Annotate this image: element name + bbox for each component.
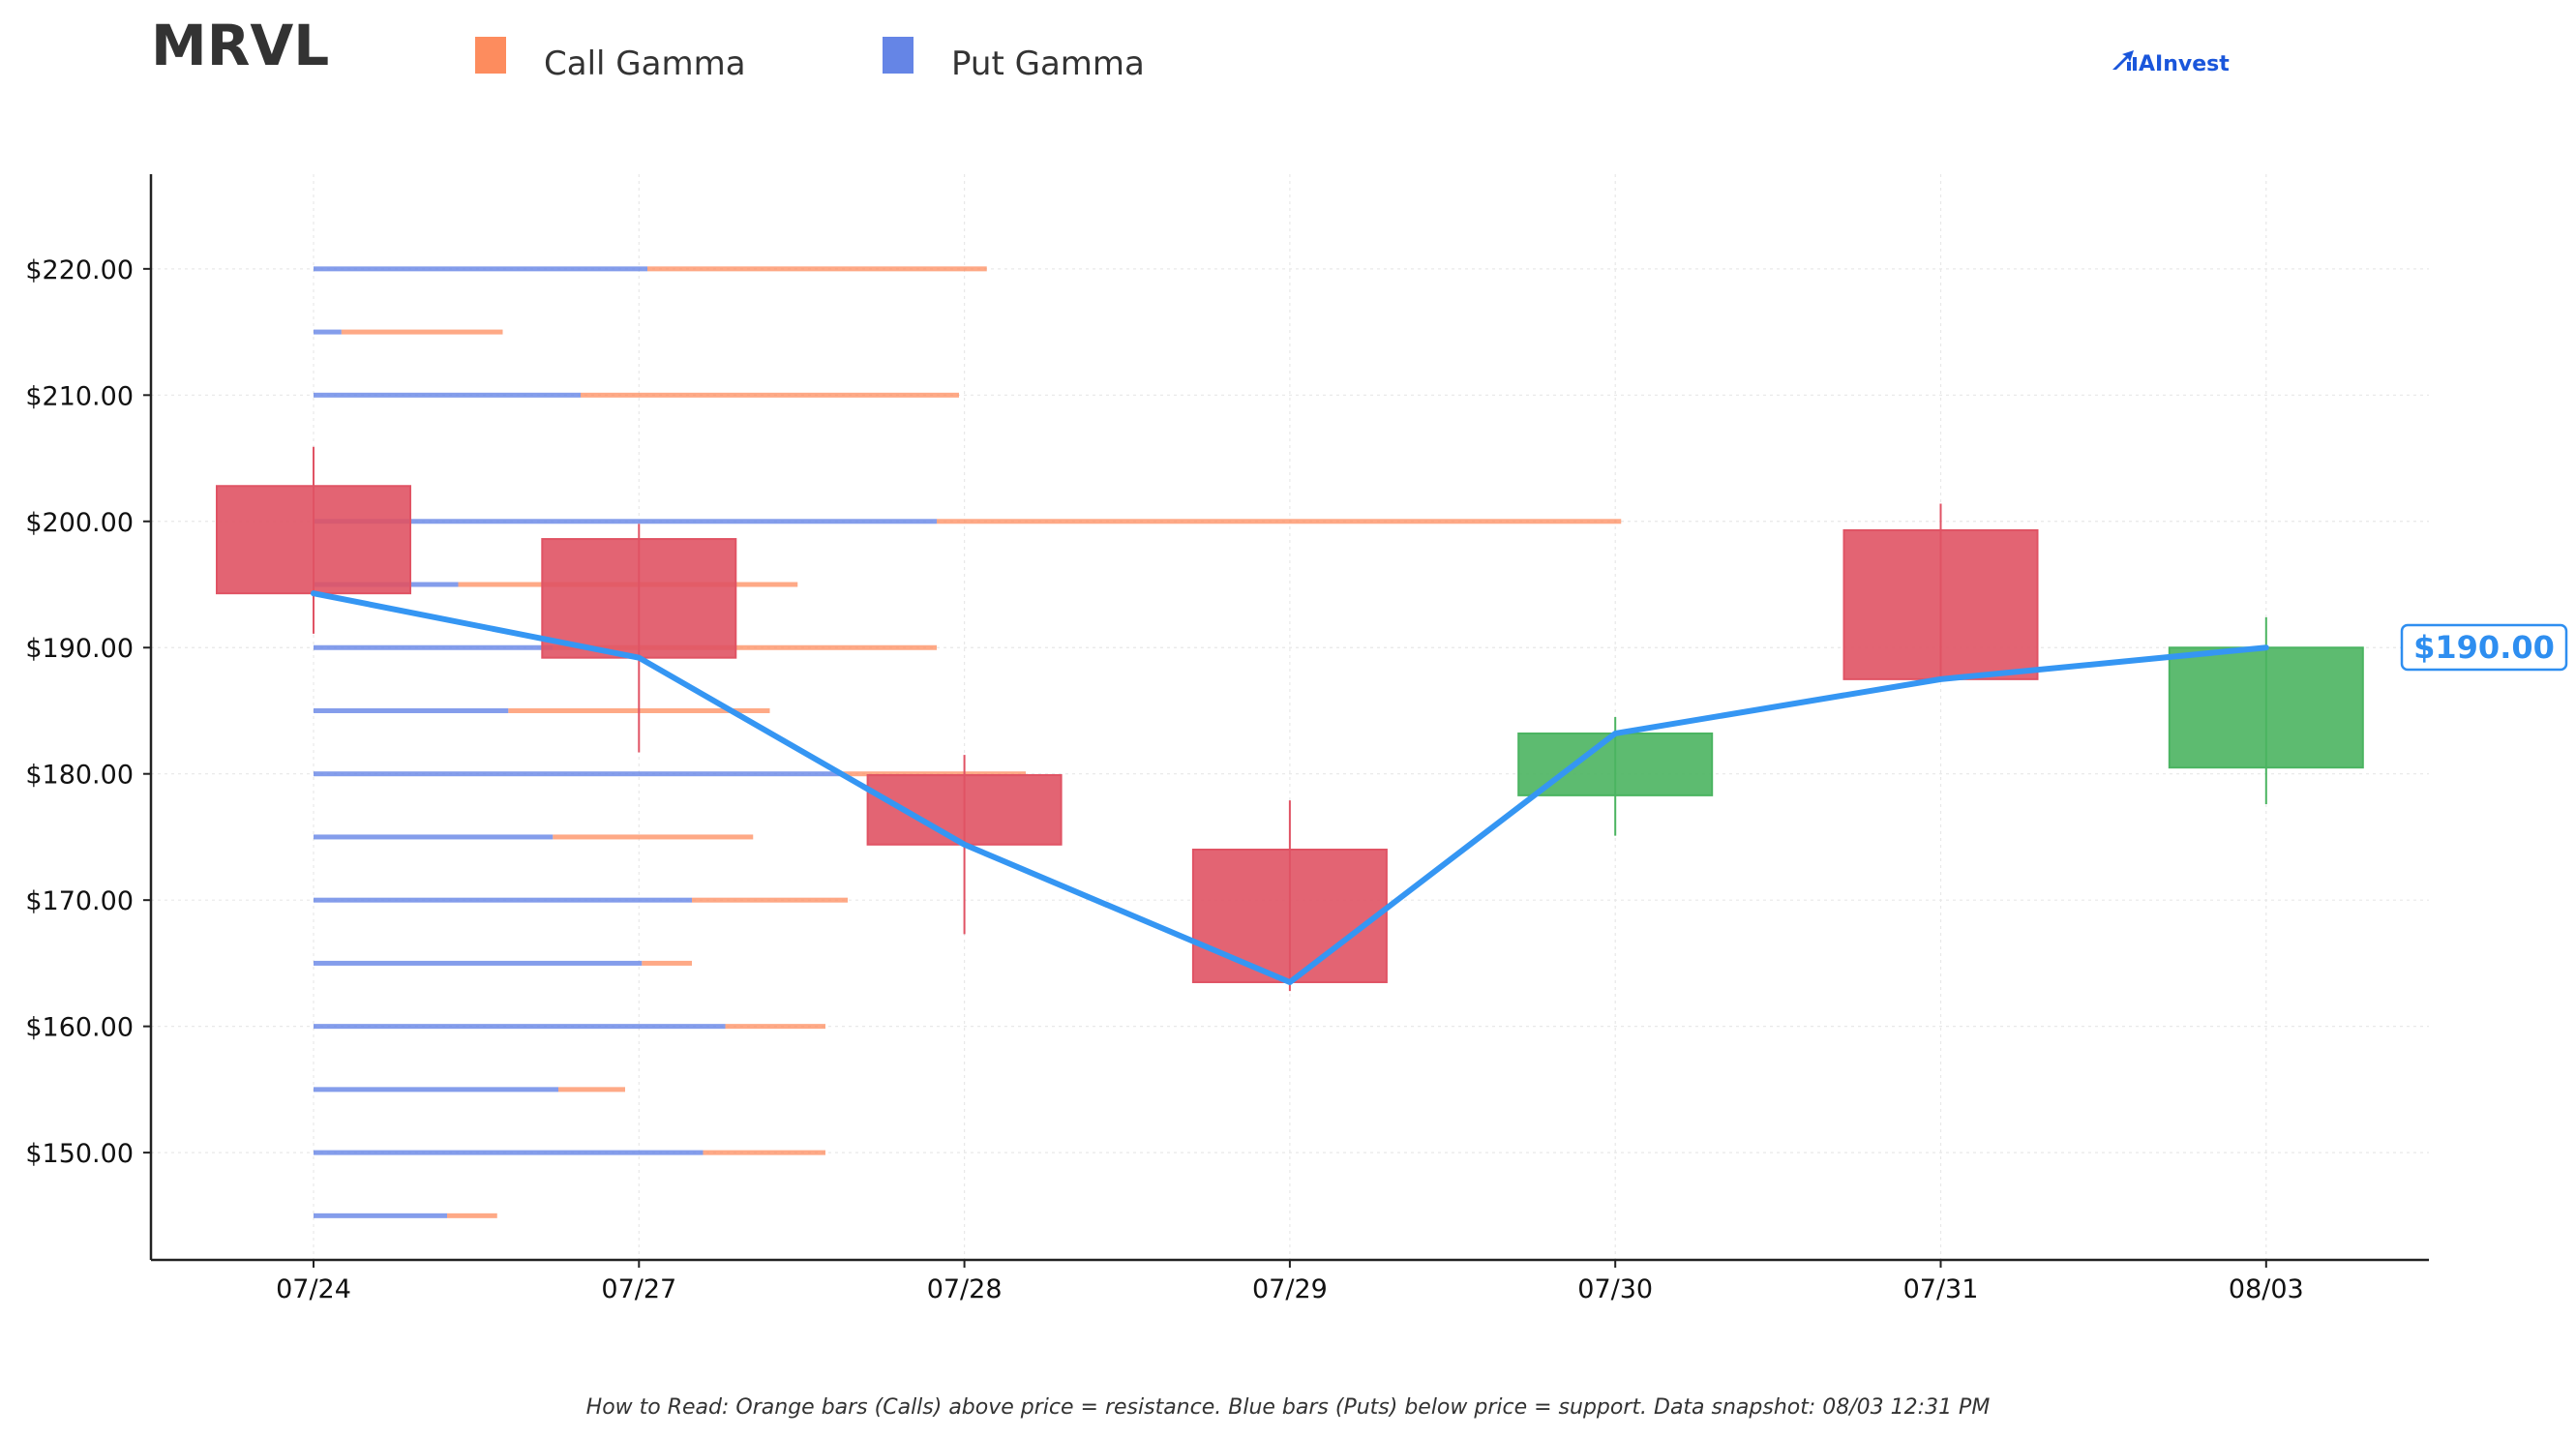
y-tick-label: $170.00	[25, 886, 134, 916]
call-gamma-bar	[642, 960, 692, 966]
y-tick-label: $180.00	[25, 761, 134, 791]
grid-lines	[151, 174, 2429, 1260]
brand-name: AInvest	[2139, 52, 2230, 76]
put-gamma-bar	[314, 1087, 558, 1093]
call-gamma-bar	[647, 266, 987, 272]
call-gamma-bar	[341, 329, 503, 335]
x-tick-label: 07/31	[1903, 1274, 1979, 1304]
x-tick-label: 07/27	[601, 1274, 676, 1304]
put-gamma-bar	[314, 897, 692, 903]
put-gamma-bar	[314, 1024, 726, 1030]
x-tick-label: 07/30	[1577, 1274, 1653, 1304]
call-gamma-bar	[703, 1150, 825, 1155]
y-tick-label: $150.00	[25, 1139, 134, 1169]
brand-logo: AInvest	[2112, 50, 2230, 76]
put-gamma-bar	[314, 644, 554, 650]
put-gamma-bar	[314, 960, 643, 966]
call-gamma-bar	[553, 834, 754, 840]
y-tick-label: $190.00	[25, 634, 134, 664]
put-gamma-bar	[314, 329, 342, 335]
current-price-box	[2400, 623, 2568, 672]
y-tick-label: $210.00	[25, 381, 134, 411]
x-ticks: 07/24 07/27 07/28 07/29 07/30 07/31 08/03	[276, 1260, 2304, 1304]
call-gamma-bar	[581, 392, 959, 398]
call-gamma-bar	[553, 644, 937, 650]
candle-body	[866, 774, 1063, 846]
y-tick-label: $220.00	[25, 255, 134, 285]
put-gamma-bar	[314, 1150, 704, 1155]
legend-label-call: Call Gamma	[544, 45, 746, 83]
put-gamma-bar	[314, 519, 937, 524]
legend-swatch-call	[475, 37, 506, 74]
candle-body	[1191, 848, 1388, 983]
price-line	[311, 590, 2269, 985]
candle-body	[216, 485, 411, 595]
current-price-tag: $190.00	[2400, 623, 2568, 672]
ainvest-logo-icon	[2112, 50, 2137, 71]
candle-body	[541, 538, 737, 659]
price-line-layer	[311, 590, 2269, 985]
put-gamma-bar	[314, 1212, 447, 1218]
gamma-bars	[314, 266, 1622, 1218]
y-tick-label: $160.00	[25, 1013, 134, 1043]
x-tick-label: 07/24	[276, 1274, 351, 1304]
ticker-title: MRVL	[151, 13, 329, 78]
put-gamma-bar	[314, 834, 554, 840]
current-price-label: $190.00	[2413, 629, 2555, 666]
y-tick-label: $200.00	[25, 508, 134, 538]
footnote: How to Read: Orange bars (Calls) above p…	[586, 1395, 1991, 1420]
put-gamma-bar	[314, 771, 843, 777]
call-gamma-bar	[692, 897, 848, 903]
call-gamma-bar	[725, 1024, 825, 1030]
put-gamma-bar	[314, 266, 647, 272]
legend-swatch-put	[883, 37, 914, 74]
call-gamma-bar	[558, 1087, 625, 1093]
x-tick-label: 07/29	[1252, 1274, 1328, 1304]
y-ticks: $150.00 $160.00 $170.00 $180.00 $190.00 $200.…	[25, 255, 151, 1169]
legend: Call Gamma Put Gamma	[475, 37, 1145, 83]
call-gamma-bar	[937, 519, 1622, 524]
legend-label-put: Put Gamma	[951, 45, 1145, 83]
x-tick-label: 07/28	[927, 1274, 1003, 1304]
put-gamma-bar	[314, 707, 509, 713]
candle-body	[1842, 528, 2039, 680]
put-gamma-bar	[314, 392, 581, 398]
candle-body	[2168, 646, 2364, 769]
x-tick-label: 08/03	[2229, 1274, 2304, 1304]
call-gamma-bar	[842, 771, 1026, 777]
call-gamma-bar	[447, 1212, 497, 1218]
